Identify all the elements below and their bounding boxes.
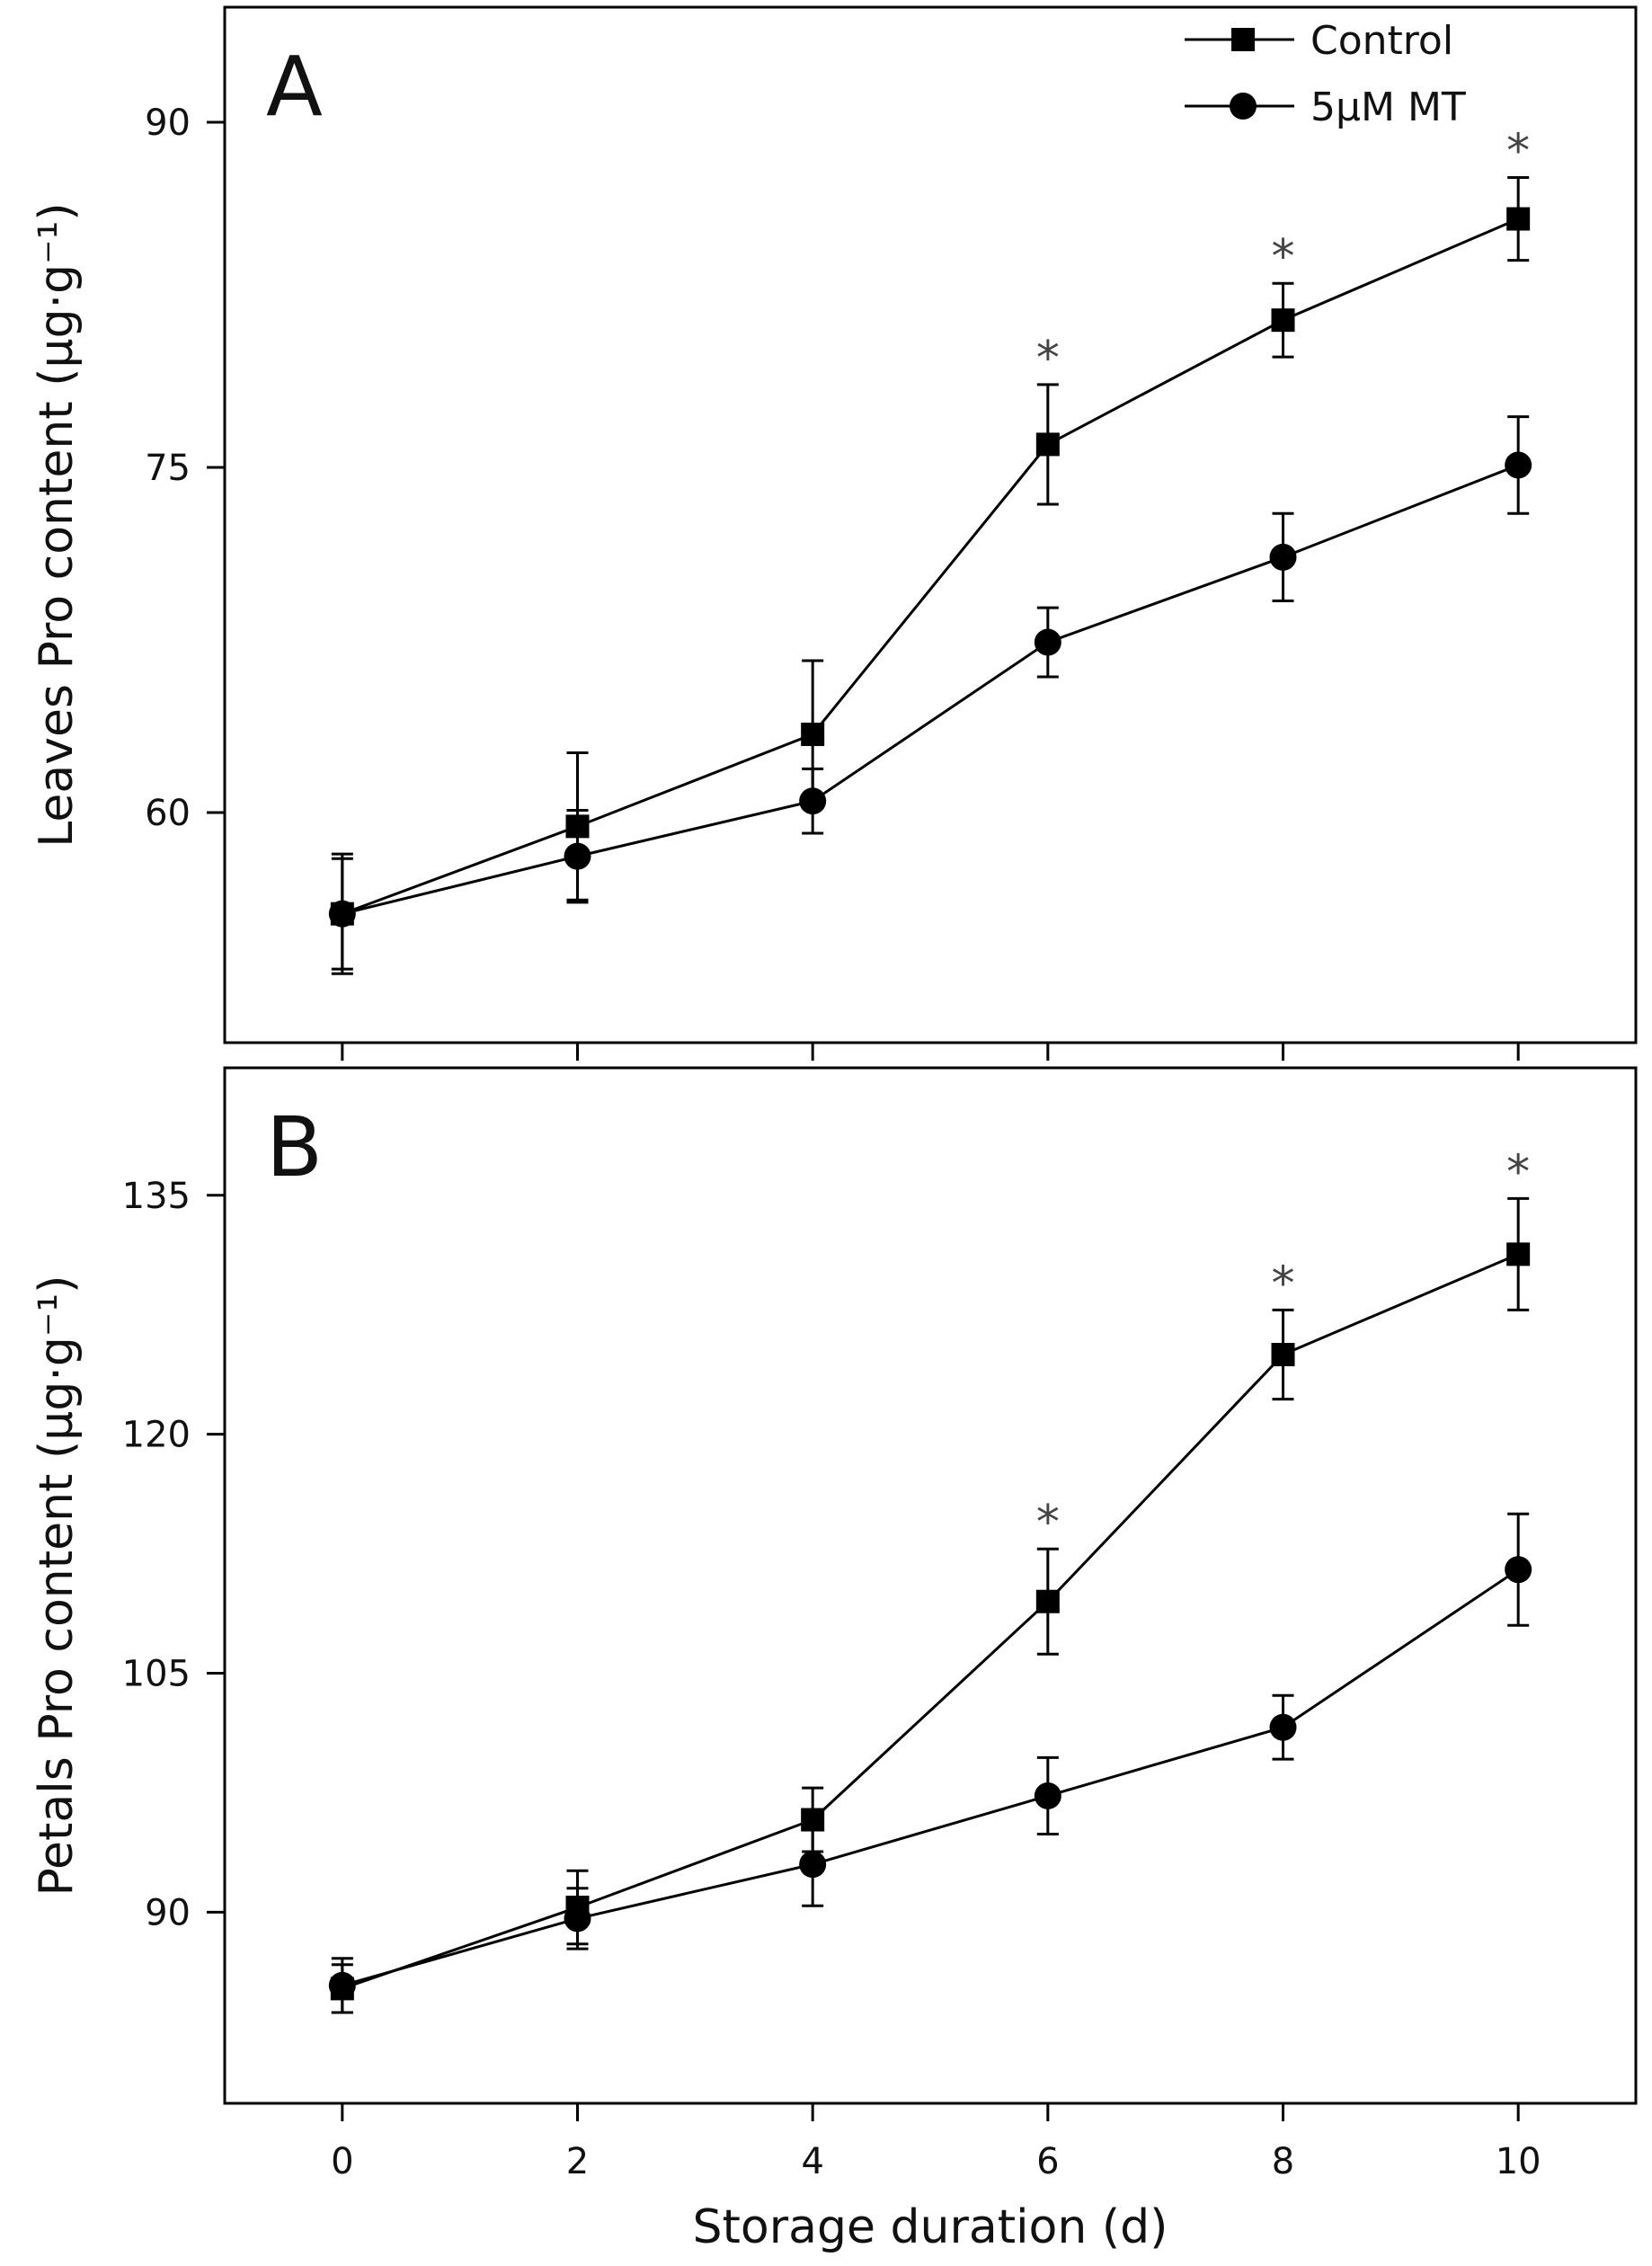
y-tick-label: 135 <box>122 1176 191 1217</box>
data-point-circle <box>564 1905 591 1933</box>
panel-label: B <box>266 1099 323 1195</box>
y-tick-label: 90 <box>145 102 191 144</box>
data-point-circle <box>1034 628 1061 656</box>
plot-frame <box>223 5 1638 1044</box>
series-line <box>342 1568 1520 1987</box>
significance-star: * <box>1506 124 1530 178</box>
y-tick-label: 90 <box>145 1892 191 1933</box>
data-point-circle <box>1034 1782 1061 1809</box>
legend-label: Control <box>1310 18 1453 64</box>
legend-label: 5μM MT <box>1310 84 1466 130</box>
data-point-circle <box>799 1851 827 1879</box>
x-tick-label: 2 <box>566 2141 589 2182</box>
legend-marker-square <box>1231 28 1255 51</box>
significance-star: * <box>1036 1496 1060 1550</box>
data-point-square <box>801 722 825 746</box>
y-tick-label: 75 <box>145 448 191 489</box>
series-control <box>330 175 1531 975</box>
series-control <box>330 1196 1531 2014</box>
series-line <box>342 1252 1519 1990</box>
data-point-circle <box>799 787 827 815</box>
data-point-circle <box>328 1971 356 1999</box>
x-tick-label: 0 <box>331 2141 353 2182</box>
y-tick-label: 120 <box>122 1415 191 1456</box>
data-point-square <box>1271 308 1295 333</box>
x-tick-label: 4 <box>801 2141 823 2182</box>
legend: Control 5μM MT <box>1185 18 1466 130</box>
x-axis-title: Storage duration (d) <box>693 2200 1168 2254</box>
data-point-circle <box>564 842 591 870</box>
series-mt <box>328 415 1532 971</box>
y-axis-title: Petals Pro content (μg·g⁻¹) <box>30 1275 84 1897</box>
significance-star: * <box>1272 1257 1295 1311</box>
series-line <box>342 464 1519 916</box>
x-tick-label: 6 <box>1036 2141 1059 2182</box>
legend-marker-circle <box>1230 93 1257 120</box>
data-point-square <box>1506 1242 1531 1266</box>
data-point-square <box>1035 432 1060 457</box>
series-mt <box>328 1512 1532 2014</box>
x-tick-label: 8 <box>1272 2141 1294 2182</box>
significance-star: * <box>1036 332 1060 386</box>
data-point-circle <box>328 900 356 928</box>
y-tick-label: 60 <box>145 793 191 834</box>
panel-b: 90 105 120 135 0 2 4 6 8 10 Petals Pro content (μg… <box>30 1066 1638 2254</box>
plot-frame <box>223 1066 1638 2105</box>
panel-a: 60 75 90 Leaves Pro content (μg·g⁻¹) A * * * Con… <box>30 5 1638 1061</box>
data-point-circle <box>1505 1556 1532 1584</box>
panel-label: A <box>266 39 323 135</box>
significance-star: * <box>1272 230 1295 284</box>
data-point-circle <box>1505 451 1532 479</box>
y-axis-title: Leaves Pro content (μg·g⁻¹) <box>30 202 84 847</box>
data-point-circle <box>1269 1713 1297 1741</box>
x-tick-label: 10 <box>1496 2141 1541 2182</box>
significance-star: * <box>1506 1145 1530 1199</box>
data-point-square <box>1506 207 1531 231</box>
data-point-circle <box>1269 543 1297 571</box>
data-point-square <box>1035 1589 1060 1613</box>
y-tick-label: 105 <box>122 1653 191 1694</box>
series-line <box>342 218 1519 916</box>
data-point-square <box>1271 1343 1295 1367</box>
